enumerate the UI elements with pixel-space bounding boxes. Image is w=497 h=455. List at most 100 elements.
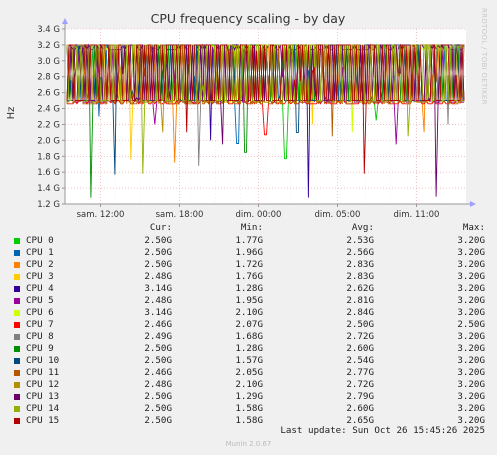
legend-header-max: Max: [462,222,485,233]
legend-series-name: CPU 4 [26,283,54,294]
legend-max-value: 3.20G [457,247,485,258]
legend-header-cur: Cur: [149,222,172,233]
last-update: Last update: Sun Oct 26 15:45:26 2025 [280,425,485,436]
legend-cur-value: 2.46G [144,319,172,330]
legend-avg-value: 2.77G [346,367,374,378]
y-tick-label: 1.8 G [37,152,60,162]
legend-row: CPU 0 2.50G 1.77G 2.53G 3.20G [0,235,497,247]
legend-series-name: CPU 15 [26,415,60,426]
legend-swatch [14,310,20,316]
legend-max-value: 3.20G [457,235,485,246]
axes: 1.2 G 1.4 G 1.6 G 1.8 G 2.0 G 2.2 G 2.4 G 2.6 G… [37,18,476,218]
munin-version: Munin 2.0.67 [225,440,272,448]
legend-row: CPU 9 2.50G 1.28G 2.60G 3.20G [0,343,497,355]
legend-cur-value: 2.50G [144,415,172,426]
x-tick-label: dim. 05:00 [315,210,361,218]
y-tick-label: 3.2 G [37,41,60,51]
legend-avg-value: 2.65G [346,415,374,426]
legend-swatch [14,358,20,364]
y-axis-label: Hz [6,107,17,120]
y-tick-label: 1.2 G [37,200,60,210]
legend-min-value: 1.68G [235,331,263,342]
y-tick-label: 1.4 G [37,184,60,194]
legend-cur-value: 2.50G [144,235,172,246]
legend-row: CPU 4 3.14G 1.28G 2.62G 3.20G [0,283,497,295]
legend-max-value: 3.20G [457,391,485,402]
legend-cur-value: 2.46G [144,367,172,378]
x-tick-label: dim. 11:00 [394,210,440,218]
legend-swatch [14,382,20,388]
legend-cur-value: 2.48G [144,295,172,306]
chart-title: CPU frequency scaling - by day [151,11,346,26]
legend-max-value: 3.20G [457,331,485,342]
legend-min-value: 1.72G [235,259,263,270]
legend-avg-value: 2.53G [346,235,374,246]
legend-cur-value: 3.14G [144,307,172,318]
legend-avg-value: 2.79G [346,391,374,402]
cpu-frequency-chart: CPU frequency scaling - by day Hz 1.2 G 1… [0,0,497,218]
legend-row: CPU 10 2.50G 1.57G 2.54G 3.20G [0,355,497,367]
legend-series-name: CPU 10 [26,355,60,366]
legend-max-value: 3.20G [457,415,485,426]
y-tick-label: 2.0 G [37,136,60,146]
legend-row: CPU 12 2.48G 2.10G 2.72G 3.20G [0,379,497,391]
legend-avg-value: 2.83G [346,259,374,270]
x-tick-label: sam. 18:00 [156,210,204,218]
legend-min-value: 2.05G [235,367,263,378]
legend-swatch [14,346,20,352]
legend-series-name: CPU 12 [26,379,60,390]
legend-swatch [14,406,20,412]
legend-swatch [14,262,20,268]
legend-swatch [14,250,20,256]
legend-max-value: 2.50G [457,319,485,330]
legend-swatch [14,238,20,244]
legend-cur-value: 2.50G [144,259,172,270]
legend-min-value: 1.28G [235,283,263,294]
legend-row: CPU 11 2.46G 2.05G 2.77G 3.20G [0,367,497,379]
legend-min-value: 1.57G [235,355,263,366]
legend-min-value: 1.28G [235,343,263,354]
legend-series-name: CPU 9 [26,343,54,354]
y-tick-label: 2.2 G [37,120,60,130]
legend-min-value: 2.07G [235,319,263,330]
legend-row: CPU 8 2.49G 1.68G 2.72G 3.20G [0,331,497,343]
legend-row: CPU 14 2.50G 1.58G 2.60G 3.20G [0,403,497,415]
legend-row: CPU 1 2.50G 1.96G 2.56G 3.20G [0,247,497,259]
legend-avg-value: 2.81G [346,295,374,306]
legend-series-name: CPU 6 [26,307,54,318]
legend-avg-value: 2.72G [346,331,374,342]
x-tick-label: sam. 12:00 [77,210,125,218]
legend-max-value: 3.20G [457,283,485,294]
x-tick-label: dim. 00:00 [236,210,282,218]
legend-min-value: 1.96G [235,247,263,258]
legend-max-value: 3.20G [457,307,485,318]
legend-swatch [14,322,20,328]
legend-cur-value: 2.50G [144,403,172,414]
legend-cur-value: 3.14G [144,283,172,294]
legend-header-row: Cur: Min: Avg: Max: [0,222,497,234]
legend-series-name: CPU 3 [26,271,54,282]
legend-header-avg: Avg: [351,222,374,233]
legend-max-value: 3.20G [457,259,485,270]
legend-max-value: 3.20G [457,343,485,354]
legend-swatch [14,394,20,400]
legend-row: CPU 15 2.50G 1.58G 2.65G 3.20G [0,415,497,427]
legend-min-value: 1.58G [235,415,263,426]
y-tick-label: 1.6 G [37,168,60,178]
legend-avg-value: 2.72G [346,379,374,390]
legend-min-value: 1.58G [235,403,263,414]
legend-min-value: 2.10G [235,307,263,318]
legend-avg-value: 2.60G [346,403,374,414]
legend-cur-value: 2.50G [144,355,172,366]
legend-avg-value: 2.56G [346,247,374,258]
legend-cur-value: 2.48G [144,379,172,390]
legend-avg-value: 2.50G [346,319,374,330]
legend-max-value: 3.20G [457,379,485,390]
legend-row: CPU 3 2.48G 1.76G 2.83G 3.20G [0,271,497,283]
series-line [66,44,465,174]
y-tick-label: 3.4 G [37,25,60,35]
legend-row: CPU 5 2.48G 1.95G 2.81G 3.20G [0,295,497,307]
legend-swatch [14,418,20,424]
legend-avg-value: 2.54G [346,355,374,366]
legend-max-value: 3.20G [457,355,485,366]
